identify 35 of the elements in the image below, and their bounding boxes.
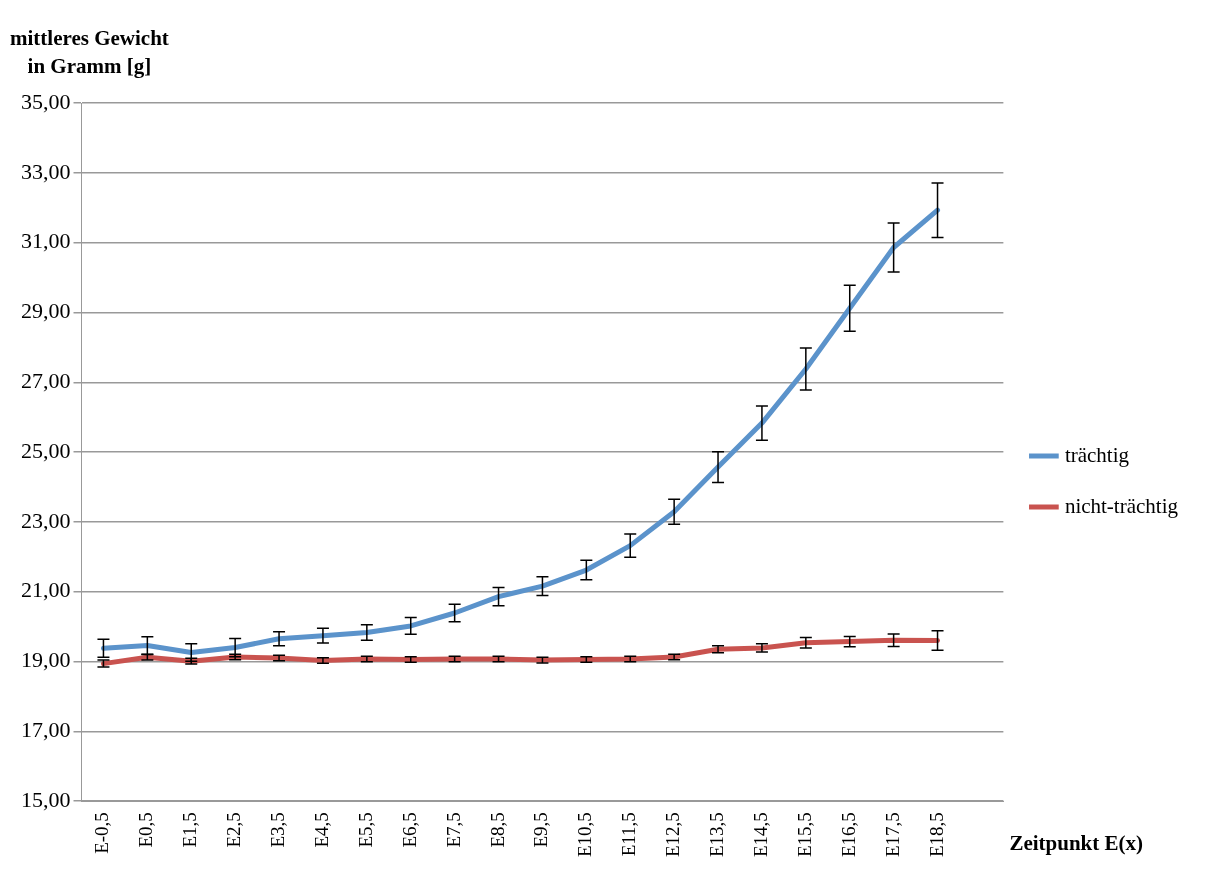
y-tick-label: 29,00 [21, 298, 71, 324]
x-tick-label: E1,5 [179, 812, 201, 848]
x-tick-label: E17,5 [881, 812, 903, 857]
x-tick-label: E13,5 [706, 812, 728, 857]
x-tick-label: E2,5 [223, 812, 245, 848]
x-tick-label: E15,5 [793, 812, 815, 857]
x-tick-label: E0,5 [135, 812, 157, 848]
y-tick-label: 21,00 [21, 577, 71, 603]
y-tick-label: 27,00 [21, 368, 71, 394]
x-tick-label: E16,5 [837, 812, 859, 857]
x-tick-label: E10,5 [574, 812, 596, 857]
x-tick-label: E12,5 [662, 812, 684, 857]
y-tick-label: 15,00 [21, 786, 71, 812]
x-tick-label: E9,5 [530, 812, 552, 848]
x-tick-label: E8,5 [486, 812, 508, 848]
x-tick-label: E6,5 [398, 812, 420, 848]
x-tick-label: E18,5 [925, 812, 947, 857]
y-axis-title: mittleres Gewicht in Gramm [g] [10, 25, 169, 80]
y-tick-label: 25,00 [21, 437, 71, 463]
legend-label: nicht-trächtig [1064, 493, 1179, 518]
y-tick-label: 33,00 [21, 158, 71, 184]
x-tick-label: E14,5 [749, 812, 771, 857]
x-tick-label: E-0,5 [91, 812, 113, 854]
y-tick-label: 35,00 [21, 88, 71, 114]
y-tick-label: 17,00 [21, 717, 71, 743]
x-tick-label: E4,5 [310, 812, 332, 848]
x-tick-label: E3,5 [267, 812, 289, 848]
x-axis-title: Zeitpunkt E(x) [1009, 831, 1143, 856]
x-tick-label: E5,5 [354, 812, 376, 848]
legend-label: trächtig [1064, 442, 1130, 467]
y-tick-label: 19,00 [21, 647, 71, 673]
y-tick-label: 23,00 [21, 507, 71, 533]
x-tick-label: E11,5 [618, 812, 640, 857]
x-tick-label: E7,5 [442, 812, 464, 848]
y-tick-label: 31,00 [21, 228, 71, 254]
